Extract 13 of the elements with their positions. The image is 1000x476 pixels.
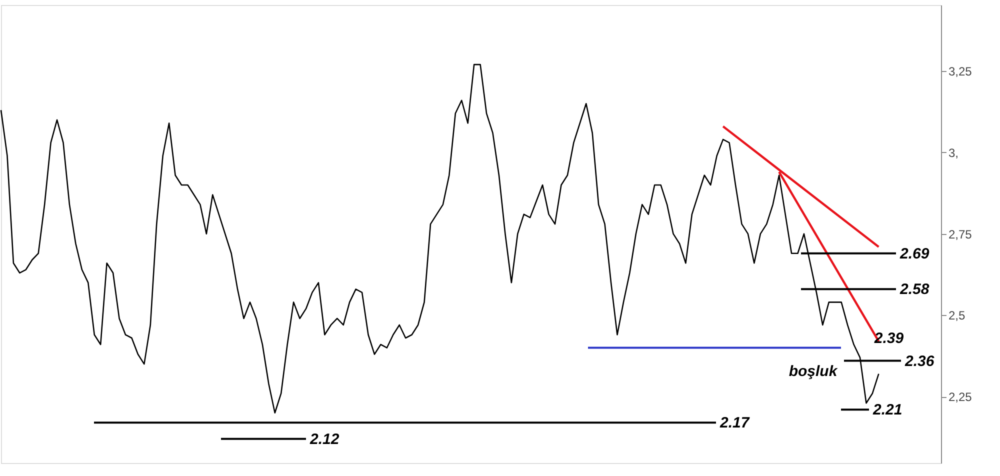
ref-line-label: 2.69 <box>899 245 930 262</box>
annotation: 2.39 <box>873 330 904 347</box>
y-tick-label: 2,5 <box>948 308 966 323</box>
ref-line-label: 2.36 <box>904 352 935 370</box>
ref-line-label: 2.12 <box>309 430 340 448</box>
y-tick-label: 2,25 <box>948 390 972 404</box>
ref-line-label: 2.21 <box>872 402 902 419</box>
annotation: boşluk <box>788 363 838 380</box>
y-tick-label: 2,75 <box>948 227 972 242</box>
ref-line-label: 2.17 <box>719 414 750 432</box>
ref-line-label: 2.58 <box>899 281 930 298</box>
y-tick-label: 3, <box>948 146 959 160</box>
y-tick-label: 3,25 <box>948 64 972 79</box>
